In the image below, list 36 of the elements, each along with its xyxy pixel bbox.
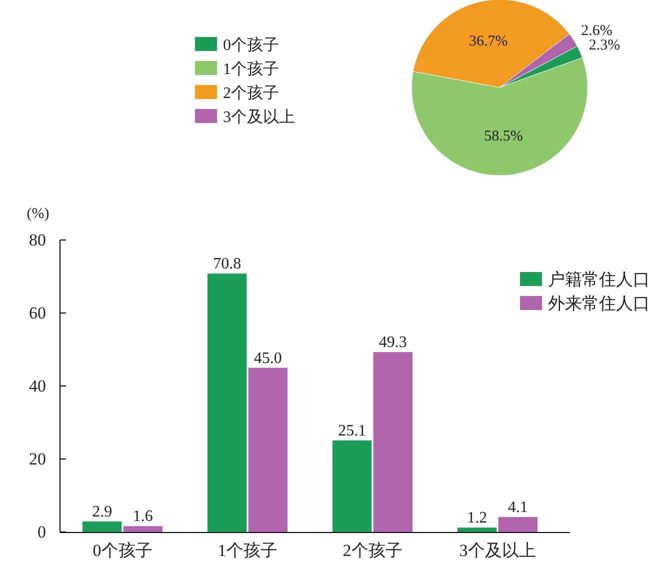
data-label: 2.9 — [92, 503, 112, 520]
y-tick-label: 40 — [29, 376, 46, 396]
legend-label: 2个孩子 — [223, 84, 279, 102]
data-label: 45.0 — [254, 350, 282, 367]
y-tick-label: 20 — [29, 449, 46, 468]
bar — [332, 440, 372, 532]
y-axis-title: (%) — [26, 206, 50, 222]
legend-label: 3个及以上 — [223, 108, 295, 126]
data-label: 70.8 — [213, 256, 242, 273]
y-tick-label: 80 — [29, 230, 46, 250]
data-label: 2.6% — [581, 23, 612, 40]
data-label: 1.6 — [132, 508, 153, 526]
bar — [498, 517, 538, 532]
x-tick-label: 3个及以上 — [459, 541, 536, 560]
x-tick-label: 0个孩子 — [92, 541, 152, 560]
data-label: 36.7% — [468, 33, 508, 50]
bar — [208, 274, 247, 532]
data-label: 4.1 — [508, 499, 528, 516]
bar — [458, 528, 497, 532]
x-tick-label: 1个孩子 — [218, 541, 278, 560]
data-label: 2.3% — [588, 37, 620, 54]
bar — [82, 521, 122, 532]
y-tick-label: 0 — [38, 522, 46, 542]
legend-label: 户籍常住人口 — [548, 270, 650, 289]
bar — [123, 526, 162, 532]
bar — [373, 352, 412, 532]
legend-label: 外来常住人口 — [548, 294, 650, 313]
legend-label: 1个孩子 — [223, 60, 279, 78]
bar — [248, 368, 288, 532]
x-tick-label: 2个孩子 — [342, 541, 402, 560]
y-tick-label: 60 — [29, 303, 46, 322]
data-label: 1.2 — [467, 510, 488, 527]
legend-label: 0个孩子 — [223, 36, 279, 54]
data-label: 25.1 — [338, 422, 366, 440]
data-label: 49.3 — [378, 334, 407, 352]
data-label: 58.5% — [484, 128, 523, 145]
